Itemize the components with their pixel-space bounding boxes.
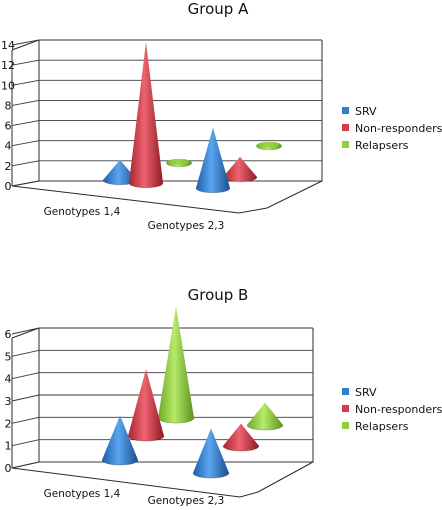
y-tick-label: 4 bbox=[5, 140, 12, 153]
y-tick-label: 8 bbox=[5, 99, 12, 112]
gridline-side bbox=[11, 349, 40, 357]
legend-swatch-non-responders bbox=[342, 405, 349, 412]
y-tick-label: 14 bbox=[1, 39, 15, 52]
x-tick-label: Genotypes 1,4 bbox=[44, 206, 121, 218]
chart-group-b: Group B 0 1 2 3 4 5 6 Genotypes 1,4 Genotypes … bbox=[5, 286, 442, 507]
cone-srv-2 bbox=[192, 428, 230, 479]
y-tick-label: 12 bbox=[1, 59, 15, 72]
gridline-side bbox=[11, 394, 40, 402]
y-axis-ticks: 0 1 2 3 4 5 6 bbox=[5, 328, 12, 475]
legend-label: SRV bbox=[355, 386, 377, 399]
gridline-side bbox=[11, 327, 40, 335]
legend-label: Relapsers bbox=[355, 139, 409, 152]
x-tick-label: Genotypes 2,3 bbox=[148, 220, 225, 232]
chart-marks bbox=[101, 306, 284, 479]
cone-non-responders-1 bbox=[127, 369, 165, 442]
y-tick-label: 0 bbox=[5, 462, 12, 475]
legend-swatch-relapsers bbox=[342, 141, 349, 148]
cone-srv-2 bbox=[195, 127, 231, 194]
chart-marks bbox=[102, 42, 282, 194]
legend-swatch-srv bbox=[342, 107, 349, 114]
gridline-side bbox=[11, 140, 40, 147]
gridline-side bbox=[11, 372, 40, 380]
y-tick-label: 10 bbox=[1, 79, 15, 92]
legend: SRV Non-responders Relapsers bbox=[342, 105, 442, 152]
plot-area bbox=[11, 39, 323, 214]
gridline-side bbox=[11, 120, 40, 127]
y-tick-label: 0 bbox=[5, 180, 12, 193]
y-tick-label: 6 bbox=[5, 328, 12, 341]
y-tick-label: 5 bbox=[5, 350, 12, 363]
y-tick-label: 2 bbox=[5, 417, 12, 430]
y-axis-ticks: 0 2 4 6 8 10 12 14 bbox=[1, 39, 15, 193]
legend-label: SRV bbox=[355, 105, 377, 118]
cone-relapsers-2 bbox=[246, 402, 284, 431]
cone-non-responders-1 bbox=[128, 42, 164, 189]
chart-title: Group A bbox=[188, 0, 249, 18]
gridline-side bbox=[11, 416, 40, 424]
gridline-side bbox=[11, 160, 40, 167]
y-tick-label: 1 bbox=[5, 440, 12, 453]
cone-srv-1 bbox=[101, 415, 139, 466]
y-tick-label: 6 bbox=[5, 120, 12, 133]
legend-label: Relapsers bbox=[355, 420, 409, 433]
floor-edge bbox=[11, 461, 314, 498]
gridline-side bbox=[11, 99, 40, 106]
floor-edge bbox=[11, 180, 323, 214]
gridline-side bbox=[11, 180, 40, 187]
gridline-side bbox=[11, 439, 40, 447]
gridline-side bbox=[11, 39, 40, 46]
cone-relapsers-2 bbox=[256, 141, 282, 151]
side-wall-top bbox=[11, 39, 40, 51]
legend-label: Non-responders bbox=[355, 403, 442, 416]
y-tick-label: 3 bbox=[5, 395, 12, 408]
legend-swatch-relapsers bbox=[342, 422, 349, 429]
y-tick-label: 4 bbox=[5, 373, 12, 386]
legend-swatch-non-responders bbox=[342, 124, 349, 131]
cone-relapsers-1 bbox=[166, 158, 192, 168]
chart-title: Group B bbox=[188, 286, 249, 304]
legend-swatch-srv bbox=[342, 388, 349, 395]
legend: SRV Non-responders Relapsers bbox=[342, 386, 442, 433]
chart-group-a: Group A 0 2 4 6 8 10 12 14 Genotypes 1,4 Genoty… bbox=[1, 0, 442, 232]
gridline-side bbox=[11, 461, 40, 469]
cone-non-responders-2 bbox=[222, 423, 260, 452]
y-tick-label: 2 bbox=[5, 160, 12, 173]
x-tick-label: Genotypes 1,4 bbox=[44, 488, 121, 500]
side-wall-top bbox=[11, 327, 40, 339]
cone-relapsers-1 bbox=[157, 306, 195, 424]
x-tick-label: Genotypes 2,3 bbox=[148, 495, 225, 507]
gridline-side bbox=[11, 79, 40, 86]
gridline-side bbox=[11, 59, 40, 66]
legend-label: Non-responders bbox=[355, 122, 442, 135]
